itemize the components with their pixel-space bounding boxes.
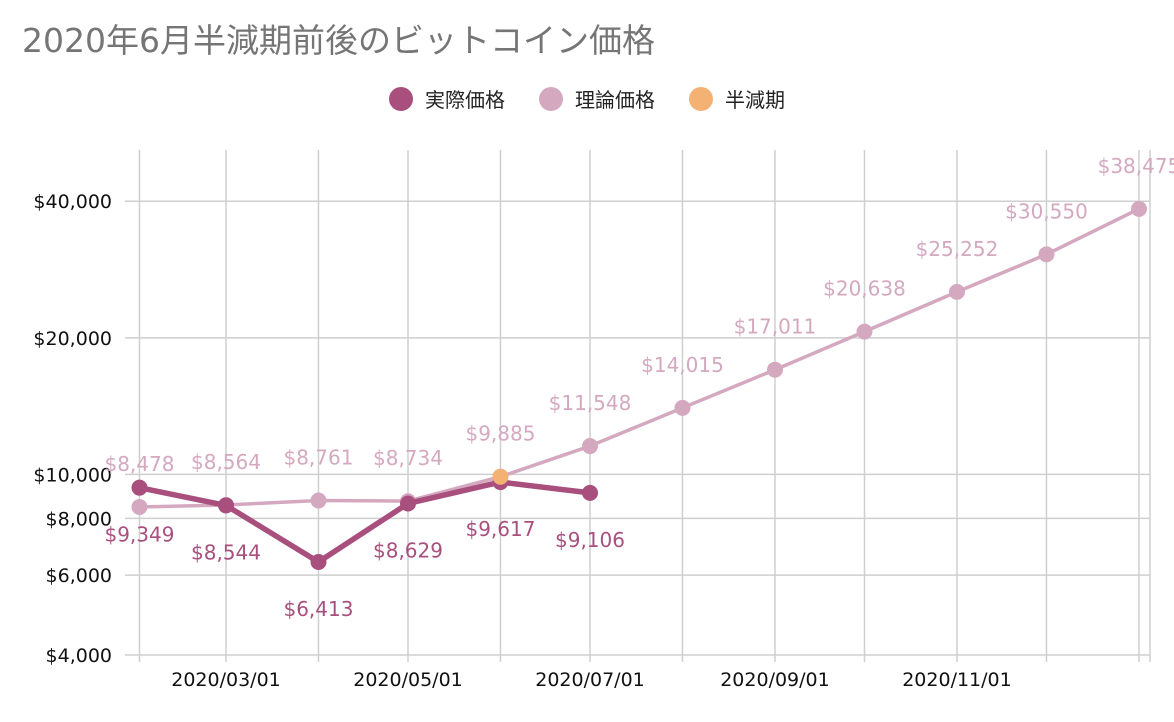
data-point[interactable] — [131, 479, 148, 496]
data-point[interactable] — [218, 497, 234, 514]
data-point[interactable] — [400, 495, 416, 512]
data-point[interactable] — [310, 553, 327, 570]
legend-label-actual: 実際価格 — [425, 88, 505, 112]
y-tick-label: $40,000 — [33, 191, 112, 213]
data-point[interactable] — [1130, 200, 1147, 217]
data-label: $38,475 — [1098, 154, 1174, 178]
data-label: $25,252 — [916, 237, 999, 261]
series-layer — [131, 200, 1147, 570]
data-label: $20,638 — [823, 277, 906, 301]
data-label: $9,349 — [104, 523, 174, 547]
data-point[interactable] — [582, 438, 598, 455]
legend-item-theoretical[interactable]: 理論価格 — [539, 84, 655, 113]
series-line — [137, 207, 1141, 509]
grid-layer — [125, 150, 1151, 662]
data-label: $17,011 — [734, 315, 817, 339]
x-tick-label: 2020/05/01 — [353, 669, 463, 691]
data-point[interactable] — [1038, 246, 1055, 263]
data-point[interactable] — [948, 283, 965, 300]
y-tick-label: $20,000 — [33, 328, 112, 350]
legend-swatch-theoretical — [539, 86, 563, 111]
legend-item-halving[interactable]: 半減期 — [689, 84, 785, 113]
data-label: $6,413 — [283, 597, 353, 621]
chart-title: 2020年6月半減期前後のビットコイン価格 — [22, 21, 655, 60]
x-tick-label: 2020/07/01 — [535, 669, 645, 691]
y-tick-label: $8,000 — [46, 508, 112, 530]
data-label: $8,564 — [191, 450, 261, 474]
data-label: $11,548 — [549, 391, 632, 415]
chart-legend: 実際価格 理論価格 半減期 — [0, 84, 1174, 113]
data-label: $8,478 — [104, 452, 174, 476]
data-point[interactable] — [131, 498, 148, 515]
data-label: $8,544 — [191, 540, 261, 564]
series-line — [136, 479, 593, 565]
x-tick-label: 2020/03/01 — [171, 669, 281, 691]
legend-swatch-halving — [689, 86, 713, 111]
data-label: $8,734 — [373, 446, 443, 470]
data-point[interactable] — [766, 361, 783, 378]
x-tick-label: 2020/11/01 — [902, 669, 1012, 691]
legend-label-halving: 半減期 — [725, 88, 785, 112]
data-label: $9,885 — [465, 422, 535, 446]
y-tick-label: $10,000 — [33, 464, 112, 486]
data-label: $9,106 — [555, 528, 625, 552]
data-label: $14,015 — [641, 353, 724, 377]
data-point[interactable] — [674, 399, 691, 416]
data-label: $30,550 — [1005, 199, 1088, 223]
axis-layer: $4,000 $6,000 $8,000 $10,000 $20,000 $40,000 2… — [33, 191, 1011, 691]
y-tick-label: $4,000 — [46, 645, 112, 667]
data-point[interactable] — [310, 492, 327, 509]
data-point[interactable] — [492, 468, 509, 485]
legend-label-theoretical: 理論価格 — [575, 88, 655, 112]
legend-item-actual[interactable]: 実際価格 — [389, 84, 505, 113]
y-tick-label: $6,000 — [46, 565, 112, 587]
legend-swatch-actual — [389, 86, 413, 111]
data-label: $9,617 — [465, 517, 535, 541]
data-label-layer: $8,478 $8,564 $8,761 $8,734 $9,885 $11,548 $14… — [104, 154, 1174, 621]
data-label: $8,629 — [373, 538, 443, 562]
data-point[interactable] — [582, 484, 598, 501]
data-point[interactable] — [856, 323, 873, 340]
data-label: $8,761 — [283, 445, 353, 469]
x-tick-label: 2020/09/01 — [720, 669, 830, 691]
